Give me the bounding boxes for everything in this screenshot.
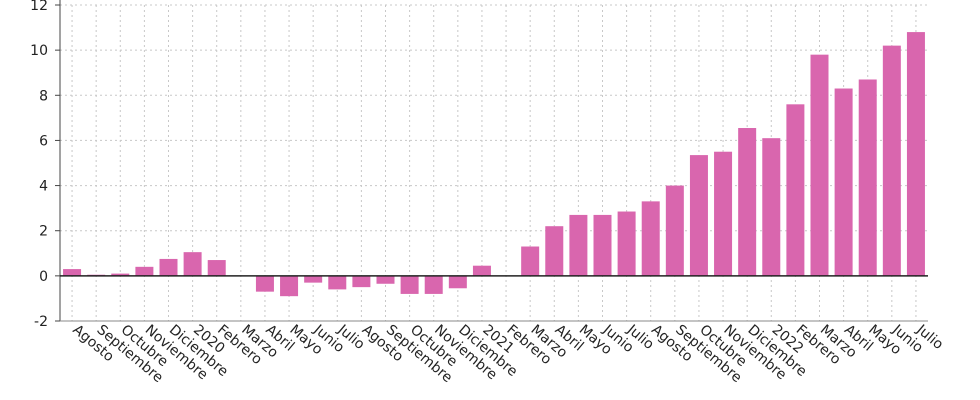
bar (569, 214, 588, 276)
bar (159, 258, 178, 276)
bar (665, 185, 684, 276)
y-tick-label: 6 (39, 133, 48, 149)
axes (55, 0, 928, 322)
y-tick-label: 10 (30, 43, 48, 59)
bar (280, 275, 299, 297)
y-tick-label: 4 (39, 179, 48, 195)
bar (906, 32, 925, 276)
bar (738, 128, 757, 276)
bar (882, 45, 901, 276)
bar (689, 155, 708, 276)
bar (472, 265, 491, 276)
bar (786, 104, 805, 276)
y-tick-labels: -2 0 2 4 6 8 10 12 (30, 0, 48, 330)
bar (424, 275, 443, 294)
bar (111, 273, 130, 276)
bar (521, 246, 540, 276)
bar (641, 201, 660, 276)
bar (448, 275, 467, 289)
bar (352, 275, 371, 288)
bar (255, 275, 274, 292)
bars (63, 32, 925, 297)
bar (328, 275, 347, 290)
y-tick-label: 8 (39, 88, 48, 104)
x-tick-labels: AgostoSeptiembreOctubreNoviembreDiciembr… (69, 321, 946, 386)
bar (135, 266, 154, 276)
bar (207, 260, 226, 276)
bar (617, 211, 636, 276)
bar (762, 138, 781, 276)
bar (858, 79, 877, 276)
bar (63, 269, 82, 276)
bar (304, 275, 323, 283)
bar (834, 88, 853, 276)
bar (183, 252, 202, 276)
bar (376, 275, 395, 284)
y-tick-label: -2 (34, 314, 48, 330)
bar (400, 275, 419, 294)
y-tick-label: 12 (30, 0, 48, 14)
y-tick-label: 2 (39, 224, 48, 240)
bar (593, 214, 612, 276)
bar (714, 151, 733, 276)
bar (810, 54, 829, 276)
bar (545, 226, 564, 276)
y-tick-label: 0 (39, 269, 48, 285)
